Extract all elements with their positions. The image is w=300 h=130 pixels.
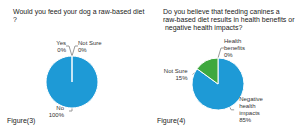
svg-text:Not Sure: Not Sure [164,68,188,74]
svg-text:health: health [239,103,257,109]
svg-text:0%: 0% [78,47,87,53]
svg-text:0%: 0% [57,47,66,53]
svg-text:100%: 100% [49,112,65,118]
svg-text:15%: 15% [176,75,189,81]
svg-text:Not Sure: Not Sure [78,40,102,46]
svg-text:raw-based diet results in heal: raw-based diet results in health benefit… [163,16,295,23]
svg-text:Health: Health [224,38,243,44]
svg-text:85%: 85% [239,117,252,123]
svg-text:0%: 0% [224,52,233,58]
svg-text:Do you believe that feeding ca: Do you believe that feeding canines a [163,8,282,16]
svg-text:Figure(4): Figure(4) [157,117,185,125]
svg-text:benefits: benefits [224,45,245,51]
svg-text:Negative: Negative [239,96,264,102]
svg-text:negative health impacts?: negative health impacts? [163,24,242,32]
svg-text:impacts: impacts [239,110,260,116]
svg-text:Would you feed your dog a raw-: Would you feed your dog a raw-based diet [13,8,144,16]
svg-text:Yes: Yes [56,40,66,46]
svg-text:Figure(3): Figure(3) [7,117,35,125]
svg-text:No: No [56,105,64,111]
svg-text:?: ? [13,16,17,23]
